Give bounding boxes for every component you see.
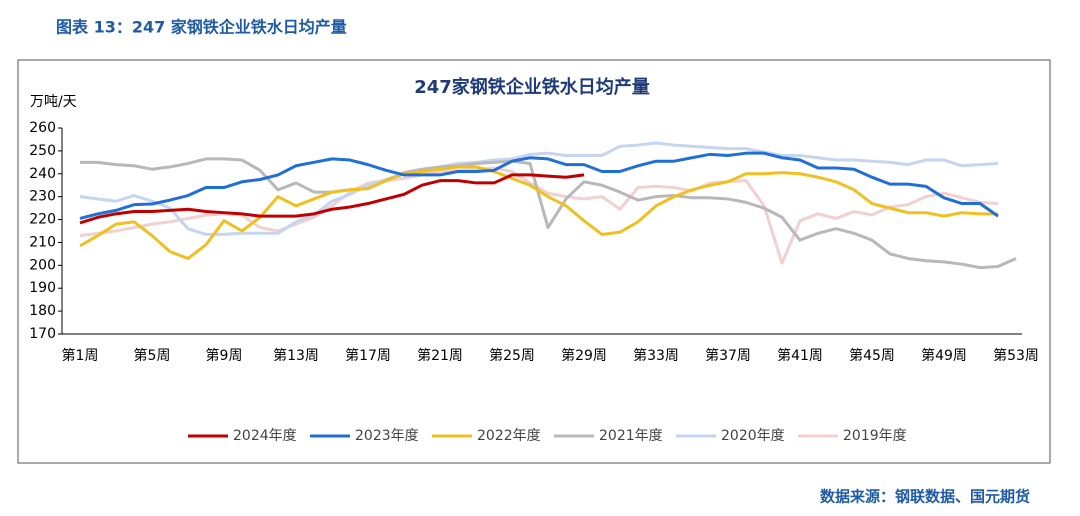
series-line (80, 157, 1017, 270)
x-tick-label: 第21周 (417, 347, 463, 364)
x-tick-label: 第9周 (206, 347, 243, 364)
x-tick-label: 第29周 (561, 347, 607, 364)
y-tick-label: 210 (29, 234, 56, 250)
series-line (79, 166, 999, 265)
x-tick-label: 第49周 (921, 347, 967, 364)
legend-label: 2024年度 (233, 428, 297, 444)
series-line (79, 173, 585, 225)
legend-label: 2022年度 (477, 428, 541, 444)
caption: 图表 13：247 家钢铁企业铁水日均产量 (56, 18, 347, 37)
y-tick-label: 240 (29, 166, 56, 182)
source: 数据来源：钢联数据、国元期货 (820, 488, 1030, 506)
x-tick-label: 第53周 (993, 347, 1039, 364)
y-tick-label: 180 (29, 303, 56, 319)
y-tick-label: 260 (29, 120, 56, 136)
x-tick-label: 第33周 (633, 347, 679, 364)
series-line (79, 165, 998, 260)
x-tick-label: 第1周 (62, 347, 99, 364)
x-tick-label: 第25周 (489, 347, 535, 364)
y-tick-label: 200 (29, 257, 56, 273)
chart-frame (17, 59, 1051, 464)
x-tick-label: 第13周 (273, 347, 319, 364)
x-tick-label: 第37周 (705, 347, 751, 364)
series-line (79, 151, 999, 220)
y-tick-label: 250 (29, 143, 56, 159)
legend-label: 2021年度 (599, 428, 663, 444)
x-tick-label: 第41周 (777, 347, 823, 364)
y-axis-label: 万吨/天 (30, 94, 77, 110)
x-tick-label: 第5周 (134, 347, 171, 364)
y-tick-label: 190 (29, 280, 56, 296)
x-tick-label: 第45周 (849, 347, 895, 364)
y-tick-label: 230 (29, 189, 56, 205)
y-tick-label: 220 (29, 212, 56, 228)
legend-label: 2020年度 (721, 428, 785, 444)
series-line (79, 141, 999, 236)
chart-title: 247家钢铁企业铁水日均产量 (414, 76, 650, 98)
x-tick-label: 第17周 (345, 347, 391, 364)
legend-label: 2023年度 (355, 428, 419, 444)
y-tick-label: 170 (29, 326, 56, 342)
legend-label: 2019年度 (843, 428, 907, 444)
